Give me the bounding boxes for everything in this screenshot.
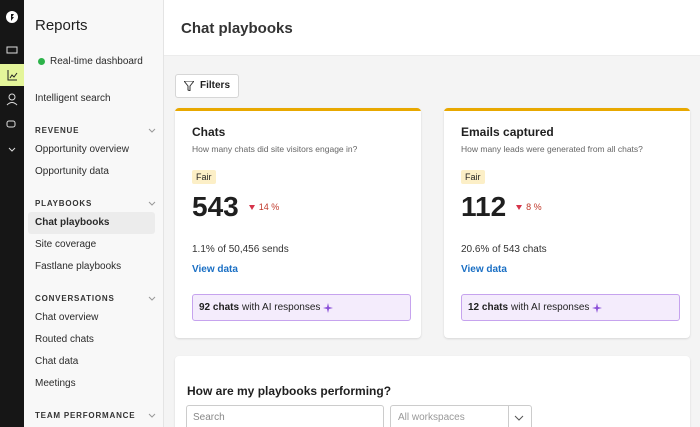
search-placeholder: Search [193, 412, 225, 423]
nav-item[interactable]: Opportunity overview [35, 144, 129, 155]
view-data-link[interactable]: View data [192, 264, 238, 275]
active-highlight [28, 212, 155, 234]
metric-detail: 1.1% of 50,456 sends [192, 244, 289, 255]
people-icon[interactable] [8, 93, 16, 101]
rail-icons [0, 11, 24, 152]
section-heading[interactable]: TEAM PERFORMANCE [35, 411, 136, 420]
rating-badge: Fair [192, 170, 216, 184]
metric-value: 112 [461, 191, 507, 222]
nav-item[interactable]: Chat data [35, 356, 79, 367]
filters-label: Filters [200, 80, 231, 91]
workspace-value: All workspaces [398, 412, 465, 423]
change-value: 8 % [526, 202, 542, 212]
down-arrow [248, 204, 255, 210]
ai-count: 12 chats [468, 302, 509, 313]
home-icon[interactable] [6, 46, 18, 54]
select-chevron [514, 415, 524, 421]
icon-rail [0, 0, 24, 427]
sidebar-title: Reports [35, 17, 88, 34]
view-data-link[interactable]: View data [461, 264, 507, 275]
change-value: 14 % [258, 202, 280, 212]
card-title: Chats [192, 125, 226, 139]
page-header: Chat playbooks [164, 0, 700, 56]
nav-item[interactable]: Real-time dashboard [50, 56, 143, 67]
section-chevron [148, 413, 156, 418]
ai-text: with AI responses [242, 302, 321, 313]
more-icon[interactable] [8, 147, 16, 152]
card-title: Emails captured [461, 125, 554, 139]
status-dot [38, 58, 45, 65]
nav-item[interactable]: Routed chats [35, 334, 94, 345]
section-chevron [148, 296, 156, 301]
nav-item[interactable]: Opportunity data [35, 166, 109, 177]
ai-responses[interactable]: 92 chats with AI responses [192, 294, 411, 321]
metric-change: 14 % [248, 202, 280, 212]
section-chevron [148, 201, 156, 206]
nav-item[interactable]: Meetings [35, 378, 76, 389]
ai-text: with AI responses [511, 302, 590, 313]
card-subtitle: How many chats did site visitors engage … [192, 144, 358, 154]
search-input[interactable]: Search [186, 405, 384, 427]
section-heading[interactable]: PLAYBOOKS [35, 199, 93, 208]
filter-icon [184, 81, 194, 91]
reports-icon [7, 70, 18, 81]
section-title: How are my playbooks performing? [187, 384, 392, 398]
performance-card: How are my playbooks performing? Search … [175, 356, 690, 427]
sparkle-icon [323, 302, 334, 313]
chat-icon[interactable] [6, 120, 16, 128]
nav-item[interactable]: Chat overview [35, 312, 99, 323]
value-row: 543 14 % [192, 191, 279, 223]
nav-item[interactable]: Fastlane playbooks [35, 261, 122, 272]
nav-item[interactable]: Intelligent search [35, 93, 111, 104]
section-heading[interactable]: REVENUE [35, 126, 80, 135]
people-icon-body [6, 102, 18, 106]
sidebar: Reports Real-time dashboard Intelligent … [24, 0, 164, 427]
sparkle-icon [592, 302, 603, 313]
metric-detail: 20.6% of 543 chats [461, 244, 547, 255]
metric-change: 8 % [516, 202, 542, 212]
ai-count: 92 chats [199, 302, 240, 313]
card-accent [175, 108, 421, 111]
metric-card: Emails captured How many leads were gener… [444, 108, 690, 338]
workspace-select[interactable]: All workspaces [390, 405, 532, 427]
nav-item[interactable]: Site coverage [35, 239, 97, 250]
rating-badge: Fair [461, 170, 485, 184]
value-row: 112 8 % [461, 191, 542, 223]
down-arrow [516, 204, 523, 210]
filters-button[interactable]: Filters [175, 74, 239, 98]
nav-item[interactable]: Chat playbooks [35, 217, 110, 228]
section-heading[interactable]: CONVERSATIONS [35, 294, 115, 303]
logo-mark [11, 14, 14, 21]
metric-card: Chats How many chats did site visitors en… [175, 108, 421, 338]
card-subtitle: How many leads were generated from all c… [461, 144, 643, 154]
page-title: Chat playbooks [181, 20, 293, 37]
select-divider [508, 406, 509, 427]
section-chevron [148, 128, 156, 133]
card-accent [444, 108, 690, 111]
metric-value: 543 [192, 191, 239, 222]
ai-responses[interactable]: 12 chats with AI responses [461, 294, 680, 321]
